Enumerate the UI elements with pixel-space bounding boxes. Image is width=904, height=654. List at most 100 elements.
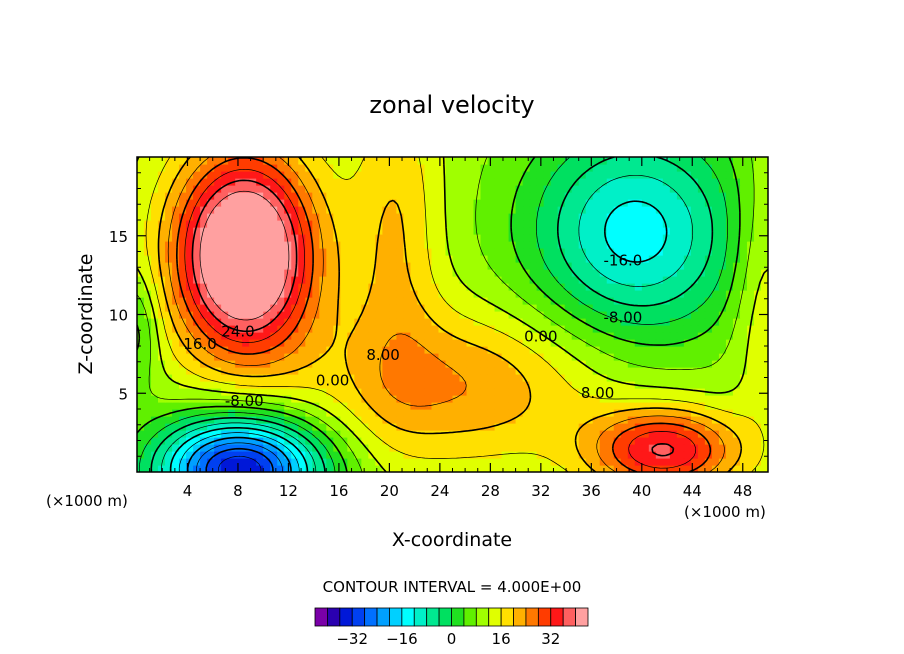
field-cell xyxy=(452,423,461,431)
field-cell xyxy=(620,381,629,389)
field-cell xyxy=(235,185,243,193)
field-cell xyxy=(522,367,531,375)
field-cell xyxy=(326,297,334,305)
field-cell xyxy=(270,185,278,193)
field-cell xyxy=(634,346,643,354)
field-cell xyxy=(396,409,405,417)
field-cell xyxy=(522,185,531,193)
field-cell xyxy=(207,423,215,431)
field-cell xyxy=(557,451,566,459)
field-cell xyxy=(613,332,622,340)
field-cell xyxy=(242,381,250,389)
field-cell xyxy=(270,206,278,214)
field-cell xyxy=(417,255,426,263)
field-cell xyxy=(242,164,250,172)
field-cell xyxy=(606,297,615,305)
field-cell xyxy=(592,199,601,207)
field-cell xyxy=(592,255,601,263)
field-cell xyxy=(291,192,299,200)
field-cell xyxy=(319,381,327,389)
field-cell xyxy=(410,318,419,326)
field-cell xyxy=(158,409,166,417)
field-cell xyxy=(697,297,706,305)
field-cell xyxy=(459,227,468,235)
field-cell xyxy=(641,227,650,235)
field-cell xyxy=(480,367,489,375)
field-cell xyxy=(312,416,320,424)
field-cell xyxy=(277,318,285,326)
field-cell xyxy=(480,388,489,396)
field-cell xyxy=(480,451,489,459)
field-cell xyxy=(543,234,552,242)
field-cell xyxy=(627,374,636,382)
field-cell xyxy=(662,297,671,305)
field-cell xyxy=(193,360,201,368)
field-cell xyxy=(627,388,636,396)
field-cell xyxy=(620,388,629,396)
field-cell xyxy=(312,185,320,193)
field-cell xyxy=(193,241,201,249)
field-cell xyxy=(368,465,376,472)
field-cell xyxy=(613,423,622,431)
field-cell xyxy=(494,374,503,382)
field-cell xyxy=(739,304,748,312)
field-cell xyxy=(487,374,496,382)
field-cell xyxy=(571,374,580,382)
field-cell xyxy=(543,248,552,256)
field-cell xyxy=(256,178,264,186)
field-cell xyxy=(137,164,145,172)
field-cell xyxy=(676,255,685,263)
field-cell xyxy=(389,248,398,256)
field-cell xyxy=(424,465,433,472)
field-cell xyxy=(263,318,271,326)
field-cell xyxy=(571,262,580,270)
field-cell xyxy=(368,409,376,417)
field-cell xyxy=(235,269,243,277)
field-cell xyxy=(228,339,236,347)
field-cell xyxy=(284,213,292,221)
field-cell xyxy=(375,248,383,256)
field-cell xyxy=(172,213,180,221)
field-cell xyxy=(487,255,496,263)
field-cell xyxy=(529,206,538,214)
field-cell xyxy=(508,311,517,319)
field-cell xyxy=(529,185,538,193)
field-cell xyxy=(396,234,405,242)
field-cell xyxy=(137,346,145,354)
field-cell xyxy=(508,444,517,452)
field-cell xyxy=(368,325,376,333)
field-cell xyxy=(494,381,503,389)
field-cell xyxy=(137,451,145,459)
colorbar-swatch xyxy=(376,607,390,627)
field-cell xyxy=(452,458,461,466)
field-cell xyxy=(144,437,152,445)
field-cell xyxy=(494,220,503,228)
field-cell xyxy=(606,269,615,277)
field-cell xyxy=(697,171,706,179)
field-cell xyxy=(354,178,362,186)
field-cell xyxy=(704,241,713,249)
field-cell xyxy=(445,185,454,193)
field-cell xyxy=(249,423,257,431)
field-cell xyxy=(669,388,678,396)
field-cell xyxy=(536,185,545,193)
field-cell xyxy=(249,402,257,410)
colorbar-tick-label: −16 xyxy=(386,630,418,648)
field-cell xyxy=(333,185,341,193)
field-cell xyxy=(263,332,271,340)
field-cell xyxy=(151,388,159,396)
field-cell xyxy=(263,381,271,389)
field-cell xyxy=(452,360,461,368)
field-cell xyxy=(599,416,608,424)
field-cell xyxy=(410,311,419,319)
field-cell xyxy=(144,283,152,291)
field-cell xyxy=(305,227,313,235)
field-cell xyxy=(725,374,734,382)
field-cell xyxy=(662,290,671,298)
field-cell xyxy=(256,206,264,214)
field-cell xyxy=(627,283,636,291)
field-cell xyxy=(305,402,313,410)
field-cell xyxy=(529,297,538,305)
field-cell xyxy=(732,297,741,305)
field-cell xyxy=(305,157,313,165)
